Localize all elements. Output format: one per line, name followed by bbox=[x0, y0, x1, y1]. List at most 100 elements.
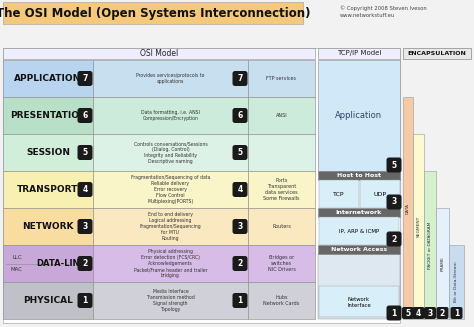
Bar bbox=[3, 48, 400, 323]
FancyBboxPatch shape bbox=[402, 307, 414, 319]
FancyBboxPatch shape bbox=[386, 232, 401, 247]
FancyBboxPatch shape bbox=[78, 219, 92, 234]
Text: Hubs
Network Cards: Hubs Network Cards bbox=[264, 295, 300, 306]
Text: IP, ARP & ICMP: IP, ARP & ICMP bbox=[339, 229, 379, 233]
Bar bbox=[318, 254, 400, 319]
FancyBboxPatch shape bbox=[233, 219, 247, 234]
Text: LLC: LLC bbox=[12, 255, 22, 260]
Text: FRAME: FRAME bbox=[440, 256, 445, 271]
FancyBboxPatch shape bbox=[78, 293, 92, 308]
Text: PHYSICAL: PHYSICAL bbox=[23, 296, 73, 305]
FancyBboxPatch shape bbox=[78, 71, 92, 86]
FancyBboxPatch shape bbox=[78, 256, 92, 271]
Text: 2: 2 bbox=[392, 234, 397, 244]
Bar bbox=[360, 180, 400, 208]
Text: © Copyright 2008 Steven Iveson
www.networkstuff.eu: © Copyright 2008 Steven Iveson www.netwo… bbox=[340, 5, 427, 18]
Text: 4: 4 bbox=[416, 308, 421, 318]
Bar bbox=[248, 60, 315, 97]
Text: 3: 3 bbox=[392, 198, 397, 206]
Text: Controls conversations/Sessions
(Dialog, Control)
Integrity and Reliability
Desc: Controls conversations/Sessions (Dialog,… bbox=[134, 141, 207, 164]
Bar bbox=[3, 60, 93, 97]
Text: FTP services: FTP services bbox=[266, 76, 297, 81]
Bar bbox=[3, 97, 93, 134]
FancyBboxPatch shape bbox=[424, 307, 436, 319]
Bar bbox=[318, 60, 400, 171]
Text: 3: 3 bbox=[237, 222, 243, 231]
Text: DATA: DATA bbox=[406, 202, 410, 214]
Bar bbox=[3, 208, 93, 245]
Text: 1: 1 bbox=[392, 308, 397, 318]
Text: 7: 7 bbox=[237, 74, 243, 83]
Text: OSI Model: OSI Model bbox=[140, 49, 178, 58]
Bar bbox=[93, 245, 248, 282]
Text: Provides services/protocols to
applications: Provides services/protocols to applicati… bbox=[136, 73, 205, 84]
Text: 1: 1 bbox=[237, 296, 243, 305]
Text: Network Access: Network Access bbox=[331, 247, 387, 252]
Bar bbox=[413, 134, 424, 319]
Bar bbox=[319, 180, 359, 208]
Bar bbox=[3, 171, 93, 208]
Text: SEGMENT: SEGMENT bbox=[417, 216, 420, 237]
Text: 2: 2 bbox=[440, 308, 445, 318]
Text: ENCAPSULATION: ENCAPSULATION bbox=[408, 51, 466, 56]
Text: Network
Interface: Network Interface bbox=[347, 297, 371, 308]
FancyBboxPatch shape bbox=[233, 293, 247, 308]
FancyBboxPatch shape bbox=[78, 182, 92, 197]
Bar bbox=[449, 245, 464, 319]
Bar bbox=[248, 282, 315, 319]
Bar bbox=[424, 171, 436, 319]
Text: Media Interface
Transmission method
Signal strength
Topology: Media Interface Transmission method Sign… bbox=[146, 289, 195, 312]
Text: Application: Application bbox=[336, 111, 383, 120]
FancyBboxPatch shape bbox=[386, 195, 401, 210]
Bar bbox=[3, 2, 303, 24]
FancyBboxPatch shape bbox=[233, 71, 247, 86]
Text: 5: 5 bbox=[405, 308, 410, 318]
Bar bbox=[248, 245, 315, 282]
Text: 6: 6 bbox=[82, 111, 88, 120]
Bar bbox=[248, 97, 315, 134]
Text: DATA-LINK: DATA-LINK bbox=[36, 259, 86, 268]
Text: Data formatting, i.e. ANSI
Compression/Encryption: Data formatting, i.e. ANSI Compression/E… bbox=[141, 110, 200, 121]
Text: 7: 7 bbox=[82, 74, 88, 83]
Text: Physical addressing
Error detection (FCS/CRC)
Acknowledgements
Packet/Frame head: Physical addressing Error detection (FCS… bbox=[134, 249, 207, 278]
Text: 5: 5 bbox=[237, 148, 243, 157]
FancyBboxPatch shape bbox=[78, 108, 92, 123]
Bar bbox=[3, 134, 93, 171]
Bar bbox=[248, 171, 315, 208]
Bar bbox=[93, 134, 248, 171]
Text: TCP: TCP bbox=[333, 192, 345, 197]
Bar bbox=[93, 60, 248, 97]
Bar bbox=[93, 208, 248, 245]
FancyBboxPatch shape bbox=[412, 307, 425, 319]
Text: 2: 2 bbox=[237, 259, 243, 268]
Bar bbox=[3, 48, 315, 59]
Text: End to end delivery
Logical addressing
Fragmentation/Sequencing
for MTU
Routing: End to end delivery Logical addressing F… bbox=[140, 212, 201, 241]
Bar bbox=[436, 208, 449, 319]
Text: Fragmentation/Sequencing of data
Reliable delivery
Error recovery
Flow Control
M: Fragmentation/Sequencing of data Reliabl… bbox=[131, 175, 210, 204]
FancyBboxPatch shape bbox=[437, 307, 448, 319]
Bar bbox=[319, 286, 399, 317]
Bar bbox=[3, 282, 93, 319]
Bar bbox=[248, 134, 315, 171]
Text: Internetwork: Internetwork bbox=[336, 210, 382, 215]
Text: Bridges or
switches
NIC Drivers: Bridges or switches NIC Drivers bbox=[267, 255, 295, 272]
FancyBboxPatch shape bbox=[78, 145, 92, 160]
Text: PRESENTATION: PRESENTATION bbox=[9, 111, 86, 120]
Text: 6: 6 bbox=[237, 111, 243, 120]
Text: Ports
Transparent
data services
Some Firewalls: Ports Transparent data services Some Fir… bbox=[263, 178, 300, 201]
Bar bbox=[318, 48, 400, 59]
Text: 3: 3 bbox=[82, 222, 88, 231]
Bar bbox=[248, 208, 315, 245]
Bar bbox=[318, 171, 400, 180]
Text: 5: 5 bbox=[392, 161, 397, 169]
Text: 1: 1 bbox=[454, 308, 459, 318]
Bar bbox=[319, 217, 399, 245]
FancyBboxPatch shape bbox=[233, 108, 247, 123]
Text: PACKET or DATAGRAM: PACKET or DATAGRAM bbox=[428, 221, 432, 269]
Bar bbox=[93, 171, 248, 208]
Text: 2: 2 bbox=[82, 259, 88, 268]
Bar bbox=[318, 245, 400, 254]
FancyBboxPatch shape bbox=[386, 305, 401, 320]
Text: APPLICATION: APPLICATION bbox=[14, 74, 82, 83]
Bar bbox=[318, 208, 400, 217]
